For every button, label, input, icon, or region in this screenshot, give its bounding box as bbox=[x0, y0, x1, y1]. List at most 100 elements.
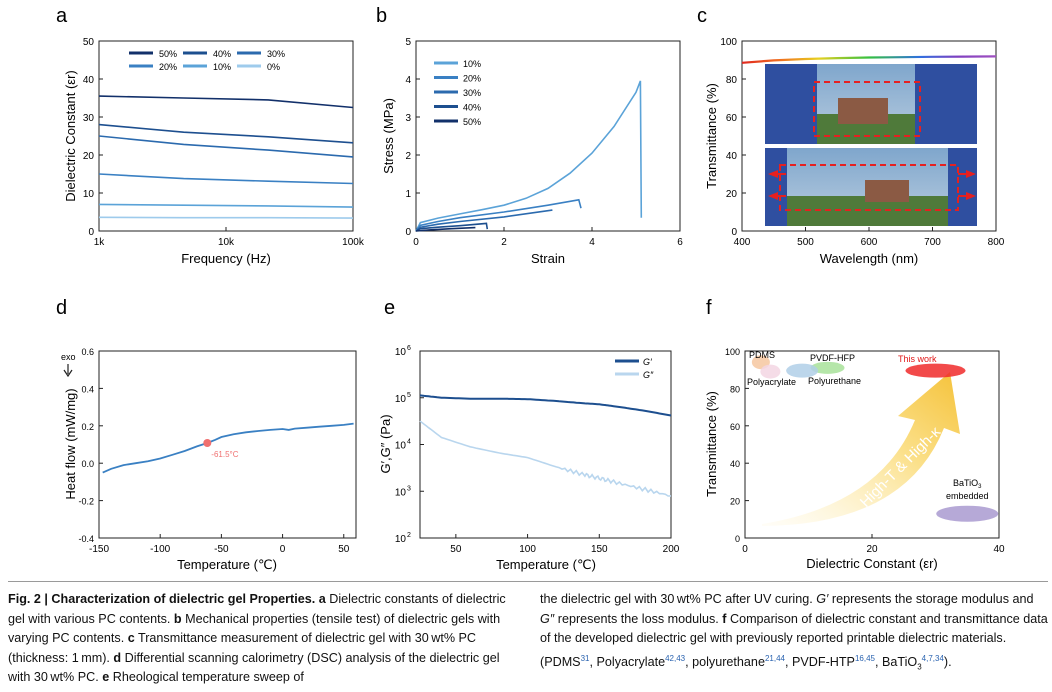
trend-arrow-text: High-T & High-κ bbox=[857, 423, 945, 511]
y-tick-label: 10 bbox=[395, 394, 407, 405]
panel-label-d: d bbox=[56, 297, 67, 319]
x-tick-label: 800 bbox=[988, 237, 1005, 248]
stretch-photo-top bbox=[765, 64, 977, 144]
series-line-40% bbox=[98, 123, 354, 144]
y-tick-label: 4 bbox=[405, 75, 411, 86]
y-tick-label: 1 bbox=[405, 189, 411, 200]
series-line-20% bbox=[415, 198, 582, 232]
plot-frame-d bbox=[98, 350, 357, 539]
y-tick-label: 0.4 bbox=[81, 384, 94, 394]
panel-a: a 0 10 20 30 40 50 1k 10k 100k 50% 40% 30% 20% 10% 0… bbox=[56, 5, 365, 266]
x-tick-label: 6 bbox=[677, 237, 683, 248]
x-axis-label-a: Frequency (Hz) bbox=[181, 251, 271, 266]
x-axis-label-f: Dielectric Constant (εr) bbox=[806, 556, 938, 571]
panel-f: f 0 20 40 60 80 100 0 20 40 High-T & High-κ PDM… bbox=[704, 297, 1005, 571]
series-line-50% bbox=[415, 226, 476, 232]
y-tick-exponent: 3 bbox=[407, 485, 411, 492]
y-tick-exponent: 5 bbox=[407, 392, 411, 399]
y-tick-label: 10 bbox=[83, 189, 95, 200]
x-tick-label: 50 bbox=[338, 544, 350, 555]
legend-label: 0% bbox=[267, 62, 280, 72]
y-tick-label: 0.0 bbox=[81, 459, 94, 469]
x-tick-label: 0 bbox=[280, 544, 286, 555]
x-tick-label: 500 bbox=[797, 237, 814, 248]
panel-label-c: c bbox=[697, 5, 707, 27]
material-marker-2 bbox=[810, 361, 845, 374]
material-marker-1 bbox=[760, 364, 781, 379]
stretch-photo-bottom bbox=[765, 148, 977, 226]
x-tick-label: 20 bbox=[866, 544, 878, 555]
x-tick-label: 100 bbox=[519, 544, 536, 555]
y-tick-label: -0.2 bbox=[78, 497, 94, 507]
material-marker-3 bbox=[786, 363, 819, 378]
series-line-0% bbox=[98, 216, 354, 219]
legend-label: 20% bbox=[159, 62, 177, 72]
legend-label: 30% bbox=[463, 88, 481, 98]
y-tick-label: 0.6 bbox=[81, 347, 94, 357]
y-axis-label-b: Stress (MPa) bbox=[381, 98, 396, 174]
x-tick-label: 2 bbox=[501, 237, 507, 248]
y-tick-exponent: 4 bbox=[407, 439, 411, 446]
y-tick-label: 100 bbox=[720, 37, 737, 48]
legend-label: 20% bbox=[463, 74, 481, 84]
exo-arrow-icon bbox=[63, 364, 73, 378]
y-tick-label: 0 bbox=[735, 534, 740, 544]
plot-frame-e bbox=[419, 350, 672, 539]
panel-d: d -0.4 -0.2 0.0 0.2 0.4 0.6 -150 -100 -50 0 50 -6… bbox=[56, 297, 357, 572]
y-tick-label: 0 bbox=[405, 227, 411, 238]
x-tick-label: 0 bbox=[413, 237, 419, 248]
y-tick-label: 10 bbox=[395, 487, 407, 498]
legend-label: G′ bbox=[643, 357, 652, 367]
y-tick-label: 80 bbox=[730, 384, 740, 394]
y-tick-label: 0 bbox=[88, 227, 94, 238]
y-tick-label: -0.4 bbox=[78, 534, 94, 544]
panel-b: b 0 1 2 3 4 5 0 2 4 6 10% 20% 30% 40% 50% Strain Str… bbox=[376, 5, 683, 266]
y-axis-label-d: Heat flow (mW/mg) bbox=[63, 388, 78, 499]
y-tick-label: 0 bbox=[731, 227, 737, 238]
label-pdms: PDMS bbox=[749, 350, 775, 360]
material-marker-4 bbox=[905, 363, 966, 378]
label-batio3: BaTiO3 bbox=[953, 478, 982, 490]
panel-label-a: a bbox=[56, 5, 68, 27]
y-axis-label-e: G′,G″ (Pa) bbox=[378, 414, 393, 473]
y-tick-label: 20 bbox=[730, 497, 740, 507]
x-axis-label-e: Temperature (℃) bbox=[496, 557, 596, 572]
glass-transition-marker bbox=[203, 439, 212, 448]
plot-frame-b bbox=[415, 40, 681, 232]
material-marker-5 bbox=[936, 505, 999, 522]
series-line-30% bbox=[98, 135, 354, 158]
trend-arrow-icon bbox=[762, 372, 960, 526]
caption-right: the dielectric gel with 30 wt% PC after … bbox=[540, 592, 1048, 672]
y-tick-label: 10 bbox=[395, 534, 407, 545]
x-tick-label: 10k bbox=[218, 237, 235, 248]
x-tick-label: 200 bbox=[663, 544, 680, 555]
y-tick-label: 20 bbox=[726, 189, 738, 200]
y-tick-label: 10 bbox=[395, 441, 407, 452]
y-axis-label-f: Transmittance (%) bbox=[704, 391, 719, 497]
label-this-work: This work bbox=[898, 354, 937, 364]
legend-label: 40% bbox=[213, 49, 231, 59]
y-tick-label: 2 bbox=[405, 151, 411, 162]
x-tick-label: 4 bbox=[589, 237, 595, 248]
y-tick-label: 40 bbox=[730, 459, 740, 469]
caption-divider bbox=[8, 581, 1048, 582]
x-tick-label: 50 bbox=[450, 544, 462, 555]
legend-label: 50% bbox=[463, 117, 481, 127]
x-tick-label: -150 bbox=[89, 544, 109, 555]
series-line-30% bbox=[415, 209, 553, 232]
x-tick-label: 0 bbox=[742, 544, 748, 555]
series-line-40% bbox=[415, 222, 489, 232]
legend-label: 10% bbox=[213, 62, 231, 72]
y-tick-label: 30 bbox=[83, 113, 95, 124]
x-axis-label-d: Temperature (℃) bbox=[177, 557, 277, 572]
legend-label: G″ bbox=[643, 370, 654, 380]
x-tick-label: -100 bbox=[150, 544, 170, 555]
y-tick-label: 100 bbox=[725, 347, 740, 357]
x-axis-label-c: Wavelength (nm) bbox=[820, 251, 919, 266]
y-tick-label: 10 bbox=[395, 347, 407, 358]
x-tick-label: 700 bbox=[924, 237, 941, 248]
x-tick-label: 1k bbox=[94, 237, 106, 248]
y-tick-label: 40 bbox=[726, 151, 738, 162]
